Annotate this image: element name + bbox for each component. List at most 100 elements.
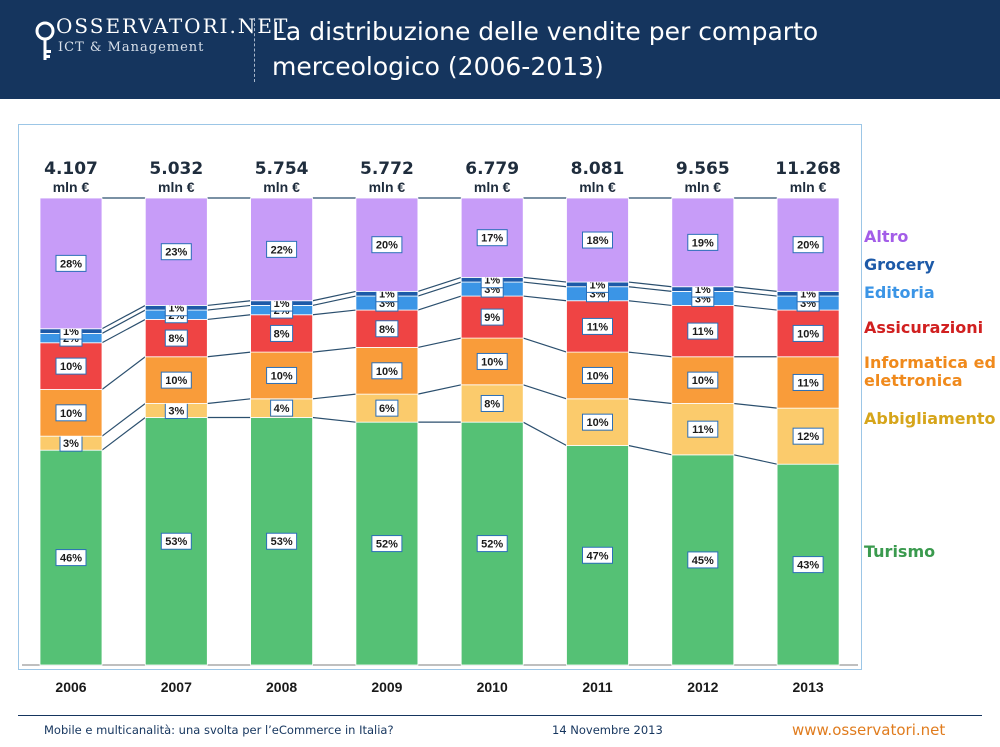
data-label-box	[582, 413, 613, 431]
data-label: 8%	[274, 328, 290, 340]
data-label: 47%	[586, 550, 608, 562]
data-label: 17%	[481, 233, 503, 245]
data-label-box	[687, 420, 719, 438]
data-label: 11%	[587, 321, 609, 333]
data-label-box	[55, 357, 87, 375]
connector-line	[207, 314, 251, 321]
legend-label: Grocery	[864, 255, 935, 274]
x-tick-label: 2013	[793, 679, 824, 695]
data-label: 46%	[60, 553, 82, 565]
data-label: 3%	[168, 405, 184, 417]
data-label: 53%	[271, 536, 293, 548]
key-icon	[35, 21, 55, 60]
bar-total-unit: mln €	[53, 179, 90, 195]
data-label-box	[160, 243, 192, 261]
data-label-box	[266, 240, 298, 258]
data-label-box	[160, 371, 192, 389]
connector-line	[101, 403, 146, 437]
data-label: 22%	[271, 244, 293, 256]
bar-total-unit: mln €	[790, 179, 827, 195]
data-label: 18%	[586, 235, 608, 247]
connector-line	[628, 281, 672, 288]
bar-total-value: 5.772	[360, 159, 414, 179]
footer-date: 14 Novembre 2013	[552, 723, 663, 737]
x-tick-label: 2012	[687, 679, 718, 695]
data-label: 10%	[60, 408, 82, 420]
header-bar: OSSERVATORI.NET ICT & Management La dist…	[0, 0, 1000, 99]
connector-line	[523, 384, 567, 400]
data-label: 8%	[484, 398, 500, 410]
data-label: 19%	[692, 237, 714, 249]
data-label: 23%	[165, 247, 187, 259]
connector-line	[628, 300, 672, 307]
data-label: 11%	[797, 377, 819, 389]
connector-line	[628, 286, 672, 292]
data-label-box	[371, 236, 403, 254]
data-label: 11%	[692, 424, 714, 436]
logo-name: OSSERVATORI.NET	[56, 14, 290, 38]
header-divider	[254, 18, 255, 82]
data-label: 3%	[63, 438, 79, 450]
x-tick-label: 2007	[161, 679, 192, 695]
connector-line	[628, 398, 672, 405]
data-label: 8%	[168, 333, 184, 345]
data-label: 20%	[797, 240, 819, 252]
logo-subtitle: ICT & Management	[58, 40, 205, 55]
data-label: 10%	[376, 366, 398, 378]
data-label: 52%	[376, 539, 398, 551]
connector-line	[101, 417, 146, 451]
connector-line	[733, 304, 778, 311]
x-tick-label: 2008	[266, 679, 297, 695]
connector-line	[101, 318, 146, 344]
data-label: 10%	[797, 328, 819, 340]
data-label-box	[266, 532, 298, 550]
data-label: 43%	[797, 560, 819, 572]
connector-line	[312, 393, 356, 400]
connector-line	[523, 337, 567, 353]
data-label: 9%	[484, 312, 500, 324]
page-title: La distribuzione delle vendite per compa…	[272, 17, 819, 81]
connector-line	[417, 281, 462, 297]
data-label-box	[375, 399, 399, 417]
connector-line	[628, 351, 672, 358]
footer-url[interactable]: www.osservatori.net	[792, 721, 946, 739]
connector-line	[312, 295, 357, 306]
connector-line	[417, 276, 462, 292]
data-label: 28%	[60, 258, 82, 270]
data-label: 10%	[165, 375, 187, 387]
data-label-box	[55, 404, 87, 422]
data-label-box	[266, 366, 298, 384]
bar-total-value: 8.081	[571, 159, 625, 179]
legend-label: elettronica	[864, 371, 963, 390]
bar-segment	[566, 197, 629, 283]
data-label-box	[582, 231, 613, 249]
data-label-box	[371, 362, 403, 380]
data-label-box	[270, 399, 294, 417]
data-label: 53%	[165, 536, 187, 548]
connector-line	[101, 356, 146, 390]
data-label-box	[792, 373, 824, 391]
connector-line	[417, 295, 462, 311]
bar-total-unit: mln €	[263, 179, 300, 195]
x-tick-label: 2011	[582, 679, 613, 695]
bar-total-value: 4.107	[44, 159, 98, 179]
legend-label: Abbigliamento	[864, 409, 996, 428]
data-label-box	[476, 229, 508, 247]
data-label: 10%	[586, 417, 608, 429]
connector-line	[733, 290, 778, 297]
data-label: 8%	[379, 324, 395, 336]
data-label: 6%	[379, 403, 395, 415]
data-label-box	[582, 366, 613, 384]
connector-line	[522, 421, 567, 447]
connector-line	[417, 337, 462, 349]
connector-line	[207, 351, 251, 358]
data-label: 10%	[692, 375, 714, 387]
connector-line	[523, 281, 567, 288]
data-label-box	[371, 535, 403, 553]
bar-segment	[250, 417, 314, 666]
connector-line	[312, 346, 356, 353]
connector-line	[312, 309, 356, 316]
data-label-box	[476, 352, 508, 370]
connector-line	[207, 398, 251, 405]
